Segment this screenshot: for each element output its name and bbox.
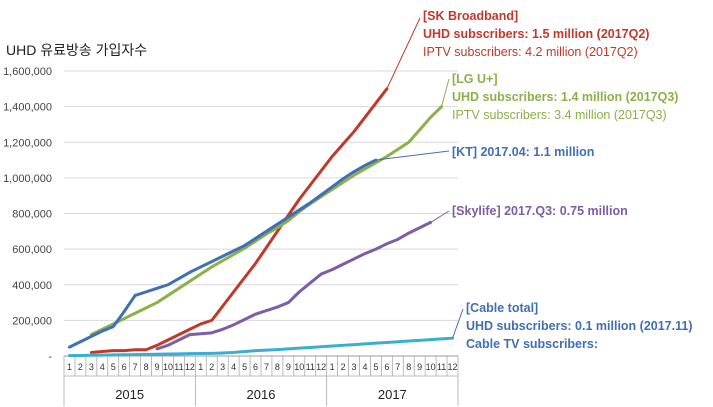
x-tick-label: 10 xyxy=(163,362,173,372)
x-tick-label: 12 xyxy=(316,362,326,372)
x-tick-label: 6 xyxy=(122,362,127,372)
y-tick-label: 400,000 xyxy=(12,280,52,292)
x-tick-label: 1 xyxy=(330,362,335,372)
leader-line-sk xyxy=(386,17,421,90)
annotation-lg-uhd: UHD subscribers: 1.4 million (2017Q3) xyxy=(452,90,679,104)
x-tick-label: 2 xyxy=(209,362,214,372)
x-tick-label: 3 xyxy=(220,362,225,372)
series-line-skylife xyxy=(155,220,433,351)
x-tick-label: 10 xyxy=(294,362,304,372)
annotation-cable-uhd: UHD subscribers: 0.1 million (2017.11) xyxy=(466,319,693,333)
y-tick-label: 1,200,000 xyxy=(3,137,52,149)
x-tick-label: 4 xyxy=(362,362,367,372)
year-label: 2016 xyxy=(247,387,276,402)
x-tick-label: 5 xyxy=(242,362,247,372)
y-tick-label: - xyxy=(48,351,52,363)
y-tick-label: 600,000 xyxy=(12,244,52,256)
x-tick-label: 8 xyxy=(144,362,149,372)
x-tick-label: 12 xyxy=(185,362,195,372)
annotation-kt-text: [KT] 2017.04: 1.1 million xyxy=(452,145,595,159)
x-tick-label: 10 xyxy=(426,362,436,372)
annotation-skylife-text: [Skylife] 2017.Q3: 0.75 million xyxy=(452,204,628,218)
annotation-kt: [KT] 2017.04: 1.1 million xyxy=(452,143,594,161)
x-tick-label: 9 xyxy=(286,362,291,372)
series-line-kt xyxy=(67,158,378,349)
x-tick-label: 4 xyxy=(100,362,105,372)
x-tick-label: 11 xyxy=(174,362,183,372)
annotation-sk-iptv: IPTV subscribers: 4.2 million (2017Q2) xyxy=(423,45,638,59)
annotation-lg-header: [LG U+] xyxy=(452,72,498,86)
x-tick-label: 7 xyxy=(395,362,400,372)
y-tick-label: 1,600,000 xyxy=(3,66,52,78)
x-tick-label: 9 xyxy=(155,362,160,372)
annotation-skylife: [Skylife] 2017.Q3: 0.75 million xyxy=(452,202,628,220)
annotation-cable-tv: Cable TV subscribers: xyxy=(466,337,598,351)
y-tick-label: 1,400,000 xyxy=(3,102,52,114)
y-tick-label: 800,000 xyxy=(12,209,52,221)
x-tick-label: 1 xyxy=(198,362,203,372)
series-line-lg xyxy=(89,105,444,337)
annotation-lg-iptv: IPTV subscribers: 3.4 million (2017Q3) xyxy=(452,108,667,122)
x-tick-label: 3 xyxy=(352,362,357,372)
x-tick-label: 11 xyxy=(437,362,446,372)
series-line-sk xyxy=(89,87,389,354)
series-line-cable xyxy=(67,336,455,358)
x-tick-label: 6 xyxy=(253,362,258,372)
x-tick-label: 7 xyxy=(133,362,138,372)
x-tick-label: 5 xyxy=(111,362,116,372)
leader-line-lg xyxy=(441,78,450,107)
x-tick-label: 4 xyxy=(231,362,236,372)
y-tick-label: 200,000 xyxy=(12,315,52,327)
leader-line-kt xyxy=(375,150,450,161)
annotation-sk-uhd: UHD subscribers: 1.5 million (2017Q2) xyxy=(423,27,650,41)
annotation-cable: [Cable total] UHD subscribers: 0.1 milli… xyxy=(466,299,692,353)
x-tick-label: 5 xyxy=(373,362,378,372)
x-tick-label: 6 xyxy=(384,362,389,372)
annotation-lg-uplus: [LG U+] UHD subscribers: 1.4 million (20… xyxy=(452,70,678,124)
x-tick-label: 8 xyxy=(275,362,280,372)
annotation-cable-header: [Cable total] xyxy=(466,301,539,315)
chart-title: UHD 유료방송 가입자수 xyxy=(6,42,148,58)
x-tick-label: 12 xyxy=(448,362,458,372)
x-tick-label: 2 xyxy=(341,362,346,372)
x-tick-label: 1 xyxy=(67,362,72,372)
y-tick-label: 1,000,000 xyxy=(3,173,52,185)
x-tick-label: 8 xyxy=(406,362,411,372)
x-tick-label: 9 xyxy=(417,362,422,372)
leader-line-cable xyxy=(452,308,464,339)
x-tick-label: 2 xyxy=(78,362,83,372)
x-tick-label: 7 xyxy=(264,362,269,372)
x-tick-label: 11 xyxy=(306,362,315,372)
annotation-sk-header: [SK Broadband] xyxy=(423,9,519,23)
year-label: 2017 xyxy=(378,387,407,402)
year-label: 2015 xyxy=(115,387,144,402)
leader-line-skylife xyxy=(430,210,450,223)
x-tick-label: 3 xyxy=(89,362,94,372)
annotation-sk-broadband: [SK Broadband] UHD subscribers: 1.5 mill… xyxy=(423,7,649,61)
